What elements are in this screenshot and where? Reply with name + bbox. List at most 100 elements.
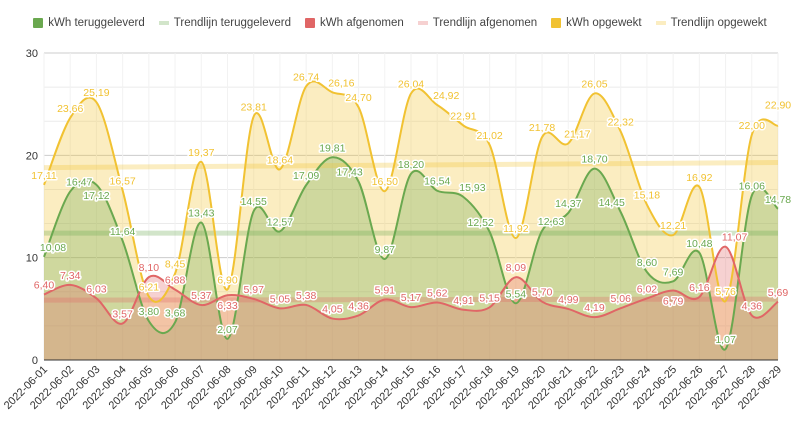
data-label: 19,37 (188, 147, 214, 159)
data-label: 6,16 (689, 282, 710, 294)
data-label: 5,69 (768, 287, 789, 299)
data-label: 26,04 (398, 79, 424, 91)
legend-swatch (33, 18, 44, 28)
legend-swatch (305, 18, 315, 28)
data-label: 4,36 (348, 300, 369, 312)
data-label: 3,57 (112, 308, 133, 320)
data-label: 23,66 (57, 103, 83, 115)
data-label: 25,19 (83, 87, 109, 99)
data-label: 9,87 (375, 244, 396, 256)
data-label: 8,60 (637, 257, 658, 269)
data-label: 24,70 (345, 92, 371, 104)
data-label: 5,97 (243, 284, 264, 296)
series-line (43, 156, 779, 351)
legend-item[interactable]: kWh afgenomen (305, 17, 404, 29)
data-label: 4,99 (558, 294, 579, 306)
data-label: 22,00 (739, 120, 765, 132)
data-label: 26,16 (328, 77, 354, 89)
data-label: 11,07 (722, 232, 748, 244)
data-label: 7,69 (663, 266, 684, 278)
data-label: 18,64 (267, 154, 293, 166)
data-label: 6,33 (217, 300, 238, 312)
legend-swatch (417, 21, 428, 25)
legend-item[interactable]: Trendlijn teruggeleverd (158, 17, 291, 29)
legend-item[interactable]: kWh teruggeleverd (33, 17, 145, 29)
data-label: 6,03 (86, 283, 107, 295)
trendline (43, 159, 779, 171)
data-label: 11,64 (110, 226, 136, 238)
data-label: 12,21 (660, 220, 686, 232)
data-label: 21,17 (564, 128, 590, 140)
data-label: 19,81 (319, 142, 345, 154)
data-label: 12,57 (267, 216, 293, 228)
data-label: 5,17 (401, 292, 422, 304)
series-line (43, 80, 779, 303)
data-label: 24,92 (433, 90, 459, 102)
data-label: 2,07 (217, 324, 238, 336)
y-tick-label: 30 (26, 48, 38, 60)
data-label: 23,81 (241, 101, 267, 113)
data-label: 5,91 (375, 285, 396, 297)
data-label: 5,37 (191, 290, 212, 302)
data-label: 12,63 (538, 216, 564, 228)
data-label: 6,90 (217, 274, 238, 286)
data-label: 15,18 (634, 190, 660, 202)
data-label: 8,45 (165, 259, 186, 271)
data-label: 3,68 (165, 307, 186, 319)
data-label: 22,91 (450, 111, 476, 123)
legend: kWh teruggeleverd Trendlijn teruggeleverd… (0, 17, 800, 29)
data-label: 8,09 (506, 262, 527, 274)
data-label: 16,57 (110, 175, 136, 187)
data-label: 16,54 (424, 176, 450, 188)
legend-swatch (655, 21, 666, 25)
data-label: 15,93 (459, 182, 485, 194)
legend-swatch (158, 21, 169, 25)
legend-label: kWh afgenomen (320, 17, 404, 29)
data-label: 16,06 (739, 181, 765, 193)
data-label: 5,15 (479, 292, 500, 304)
data-label: 4,05 (322, 304, 343, 316)
data-label: 17,12 (83, 190, 109, 202)
data-label: 16,92 (686, 172, 712, 184)
series-area (44, 157, 778, 360)
y-tick-label: 20 (26, 150, 38, 162)
data-label: 17,11 (31, 170, 57, 182)
data-label: 26,05 (581, 78, 607, 90)
data-label: 10,48 (686, 238, 712, 250)
legend-label: Trendlijn teruggeleverd (173, 17, 291, 29)
data-label: 5,70 (532, 287, 553, 299)
series-line (43, 245, 779, 325)
legend-item[interactable]: Trendlijn afgenomen (417, 17, 538, 29)
legend-item[interactable]: Trendlijn opgewekt (655, 17, 767, 29)
data-label: 21,02 (477, 130, 503, 142)
data-label: 6,21 (139, 281, 160, 293)
data-label: 5,62 (427, 287, 448, 299)
data-label: 5,76 (715, 286, 736, 298)
data-label: 10,08 (40, 242, 66, 254)
data-label: 5,06 (610, 293, 631, 305)
legend-label: kWh opgewekt (566, 17, 642, 29)
data-label: 6,40 (34, 280, 55, 292)
data-label: 17,09 (293, 170, 319, 182)
data-label: 5,54 (506, 288, 527, 300)
y-tick-label: 0 (32, 355, 38, 367)
data-label: 22,32 (608, 117, 634, 129)
legend-label: Trendlijn afgenomen (432, 17, 538, 29)
legend-item[interactable]: kWh opgewekt (551, 17, 642, 29)
data-label: 3,80 (139, 306, 160, 318)
data-label: 4,36 (742, 300, 763, 312)
legend-label: kWh teruggeleverd (48, 17, 145, 29)
legend-label: Trendlijn opgewekt (670, 17, 767, 29)
data-label: 18,20 (398, 159, 424, 171)
data-label: 8,10 (139, 262, 160, 274)
data-label: 14,45 (599, 197, 625, 209)
data-label: 4,19 (584, 302, 605, 314)
data-label: 21,78 (529, 122, 555, 134)
data-label: 16,50 (372, 176, 398, 188)
data-label: 4,91 (453, 295, 474, 307)
data-label: 26,74 (293, 71, 319, 83)
data-label: 1,07 (715, 334, 736, 346)
legend-swatch (551, 18, 562, 28)
data-label: 13,43 (188, 208, 214, 220)
data-label: 16,47 (66, 176, 92, 188)
